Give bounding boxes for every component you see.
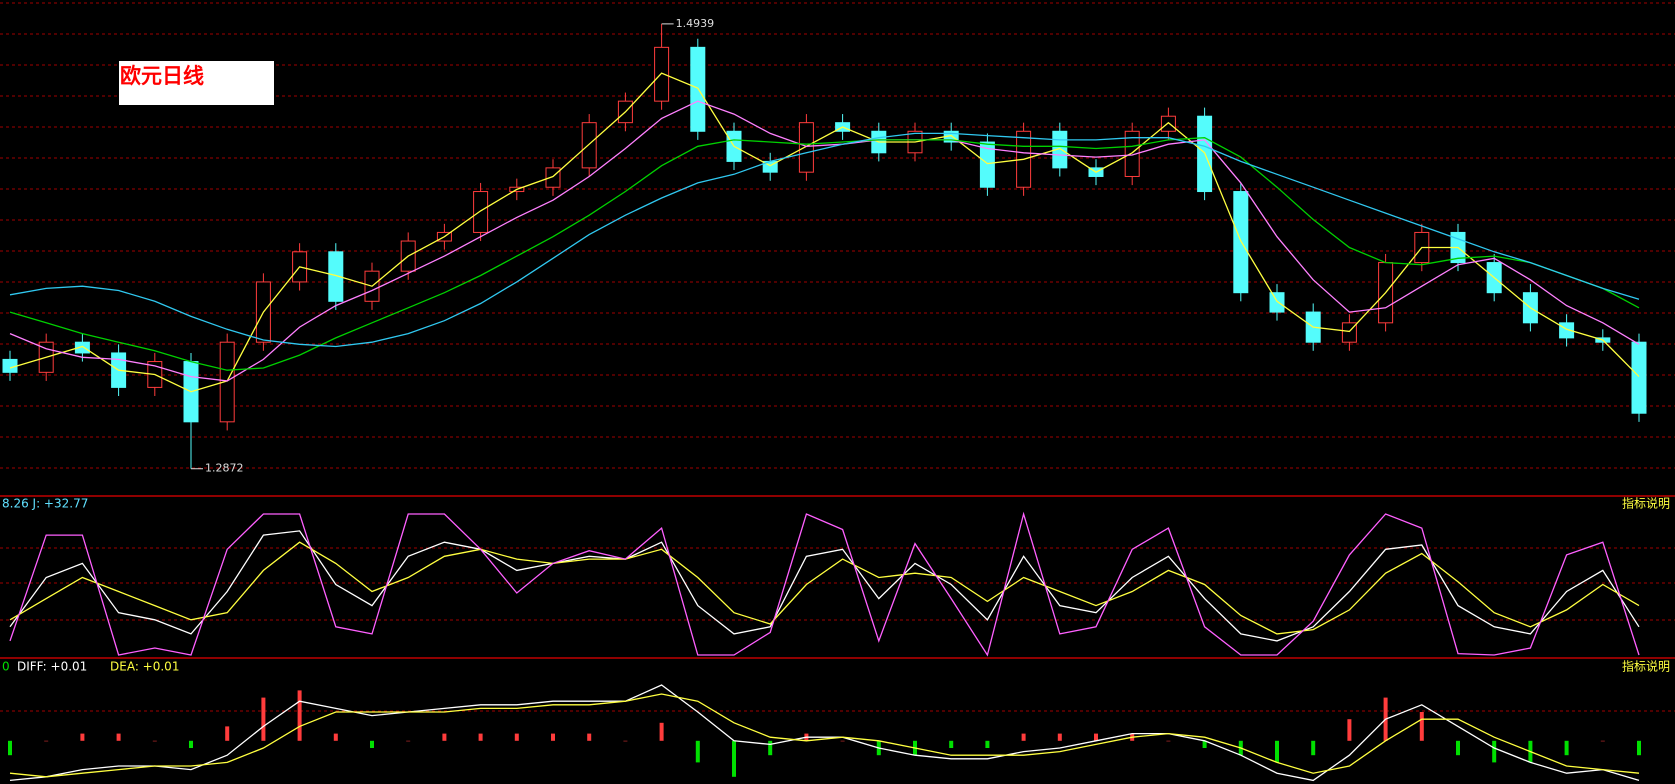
histogram-bar — [768, 740, 773, 756]
candle-body — [545, 167, 561, 188]
histogram-bar — [695, 740, 700, 763]
candle-body — [1124, 130, 1140, 177]
histogram-bar — [1419, 712, 1424, 741]
series-line — [9, 100, 1640, 382]
histogram-bar — [1492, 740, 1497, 763]
histogram-bar — [297, 690, 302, 741]
histogram-bar — [1564, 740, 1569, 756]
histogram-bar — [152, 740, 157, 742]
histogram-bar — [1275, 740, 1279, 763]
candle-body — [219, 341, 235, 423]
series-line — [9, 530, 1640, 642]
candle-body — [1269, 292, 1285, 313]
histogram-bar — [1347, 719, 1352, 741]
histogram-bar — [442, 733, 447, 741]
help-link[interactable]: 指标说明 — [1622, 496, 1670, 511]
series-line — [9, 693, 1640, 778]
histogram-bar — [985, 740, 990, 748]
histogram-bar — [840, 740, 845, 742]
histogram-bar — [261, 697, 266, 741]
macd-zero-label: 0 — [2, 660, 10, 674]
histogram-bar — [1057, 733, 1062, 741]
histogram-bar — [80, 733, 85, 741]
marks: 1.4939 1.2872 — [2, 17, 1647, 782]
title-box — [119, 61, 274, 105]
histogram-bar — [1637, 740, 1641, 756]
histogram-bar — [406, 740, 411, 742]
help-link[interactable]: 指标说明 — [1622, 659, 1670, 674]
candle-body — [1631, 341, 1647, 414]
histogram-bar — [587, 733, 592, 741]
histogram-bar — [478, 733, 483, 741]
histogram-bar — [1456, 740, 1460, 756]
histogram-bar — [551, 733, 555, 741]
series-line — [9, 72, 1640, 393]
histogram-bar — [225, 726, 230, 741]
histogram-bar — [949, 740, 954, 748]
candle-body — [1160, 115, 1176, 132]
annotation: 1.4939 — [676, 17, 715, 30]
candle-body — [654, 46, 670, 102]
histogram-bar — [8, 740, 12, 756]
histogram-bar — [732, 740, 736, 777]
candle-body — [74, 341, 90, 354]
series-line — [9, 132, 1640, 348]
series-line — [9, 541, 1640, 635]
histogram-bar — [659, 722, 664, 741]
histogram-bar — [189, 740, 193, 748]
series-line — [9, 511, 1640, 657]
histogram-bar — [116, 733, 121, 741]
candle-body — [798, 122, 814, 173]
histogram-bar — [370, 740, 374, 748]
candle-body — [2, 358, 18, 373]
candle-body — [581, 122, 597, 169]
candle-body — [979, 141, 995, 188]
histogram-bar — [1311, 740, 1316, 756]
chart-title: 欧元日线 — [120, 64, 204, 88]
histogram-bar — [1166, 740, 1171, 742]
candle-body — [328, 251, 344, 302]
dea-label: DEA: +0.01 — [110, 660, 179, 674]
annotation: 1.2872 — [205, 462, 244, 475]
histogram-bar — [1021, 733, 1026, 741]
series-line — [9, 137, 1640, 371]
diff-label: DIFF: +0.01 — [17, 660, 87, 674]
histogram-bar — [1094, 733, 1098, 741]
kdj-label: 8.26 J: +32.77 — [2, 497, 88, 511]
series-line — [9, 684, 1640, 782]
histogram-bar — [1202, 740, 1207, 748]
histogram-bar — [514, 733, 519, 741]
histogram-bar — [44, 740, 49, 742]
candle-body — [473, 191, 489, 233]
histogram-bar — [623, 740, 628, 742]
histogram-bar — [333, 733, 338, 741]
histogram-bar — [1600, 740, 1605, 742]
